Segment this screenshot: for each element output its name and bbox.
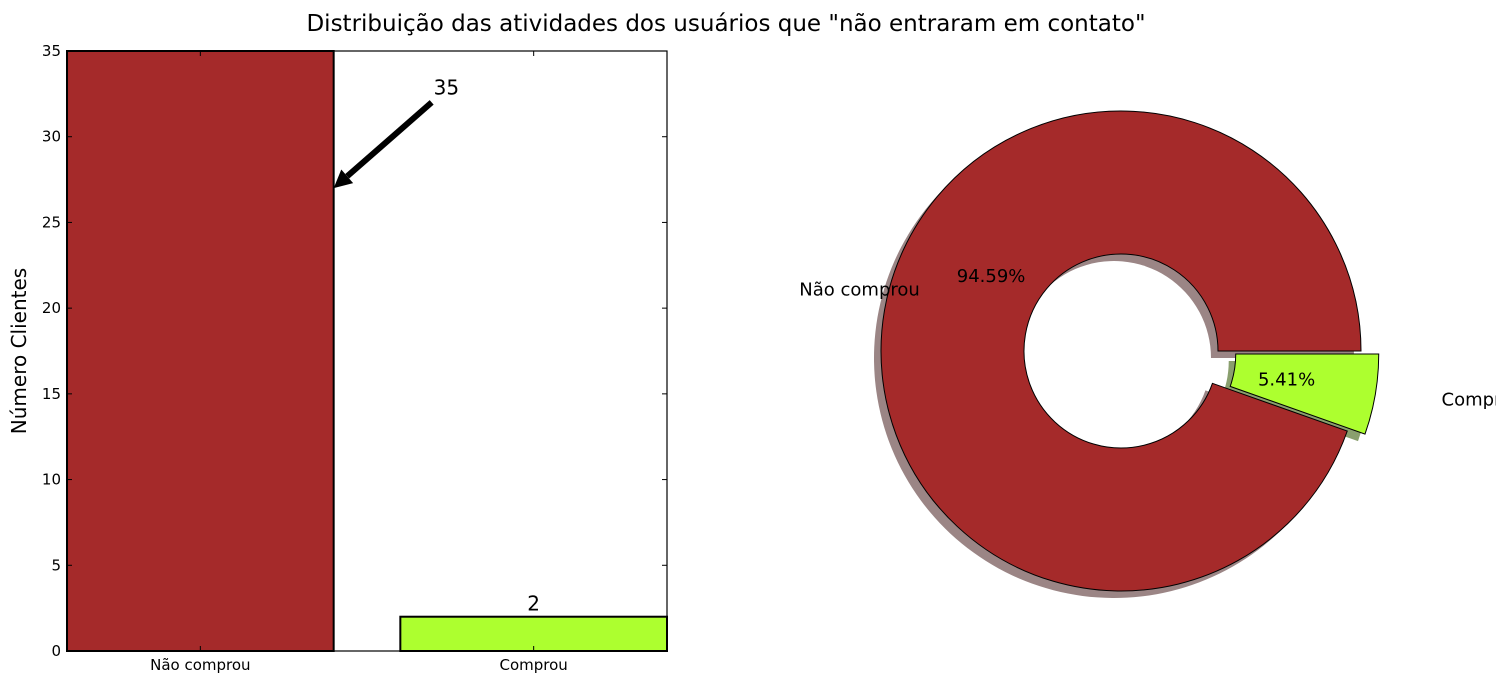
data-label-comprou: 2	[527, 592, 540, 616]
annotation-arrow-shaft	[345, 100, 434, 179]
slice-nao-comprou	[880, 110, 1362, 592]
donut-chart: 94.59% 5.41% Não comprou Comprou	[799, 110, 1496, 598]
x-tick-label: Comprou	[500, 656, 568, 674]
pie-label-nao-comprou: Não comprou	[799, 280, 920, 301]
bar-chart: 0 5 10 15 20 25 30 35 Não comprou Comprou Número C…	[7, 42, 668, 674]
y-tick-label: 0	[51, 642, 61, 660]
pct-label-nao-comprou: 94.59%	[957, 266, 1026, 287]
y-tick-label: 35	[42, 42, 61, 60]
x-tick-label: Não comprou	[150, 656, 250, 674]
slice-comprou	[1229, 353, 1380, 435]
pct-label-comprou: 5.41%	[1258, 369, 1315, 390]
y-tick-label: 10	[42, 471, 61, 489]
y-tick-label: 25	[42, 213, 61, 231]
chart-title: Distribuição das atividades dos usuários…	[306, 11, 1145, 37]
y-tick-label: 30	[42, 128, 61, 146]
bar-comprou	[399, 615, 668, 653]
plot-frame	[66, 50, 668, 652]
y-tick-label: 5	[51, 556, 61, 574]
y-axis-label: Número Clientes	[7, 268, 31, 434]
bar-nao-comprou	[66, 50, 335, 652]
data-label-nao-comprou: 35	[434, 75, 459, 99]
y-tick-label: 20	[42, 299, 61, 317]
pie-label-comprou: Comprou	[1442, 389, 1496, 410]
annotation-arrow-head	[333, 169, 354, 189]
y-tick-label: 15	[42, 385, 61, 403]
